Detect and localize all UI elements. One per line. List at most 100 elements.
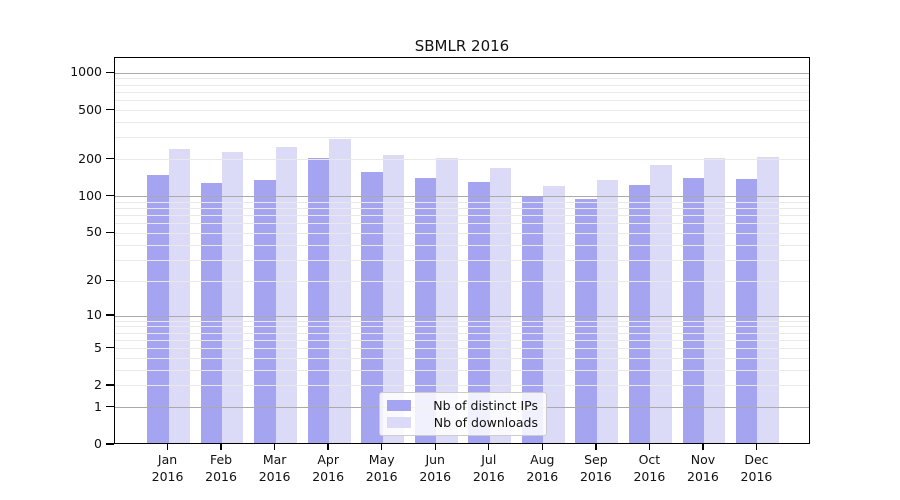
y-tick-label-0: 0 — [94, 436, 102, 451]
y-tick-label-200: 200 — [78, 150, 102, 166]
gridline-20 — [115, 280, 809, 282]
x-tick-label-jan: Jan 2016 — [151, 452, 184, 484]
x-tick-nov — [702, 444, 704, 450]
gridline-70 — [115, 215, 809, 217]
legend: Nb of distinct IPs Nb of downloads — [379, 392, 547, 436]
y-tick-0 — [106, 443, 114, 445]
gridline-200 — [115, 159, 809, 161]
bar-oct-downloads — [650, 165, 672, 443]
y-tick-label-10: 10 — [86, 307, 102, 322]
gridline-300 — [115, 137, 809, 139]
x-tick-label-feb: Feb 2016 — [205, 452, 237, 484]
x-tick-label-may: May 2016 — [365, 452, 398, 484]
legend-label-distinct-ips: Nb of distinct IPs — [433, 397, 538, 413]
legend-item-downloads: Nb of downloads — [387, 415, 538, 430]
plot-area — [114, 57, 810, 444]
x-tick-jul — [488, 444, 490, 450]
bar-jun-downloads — [436, 158, 458, 443]
x-tick-label-aug: Aug 2016 — [526, 452, 559, 484]
y-tick-2 — [106, 384, 114, 386]
x-tick-may — [380, 444, 383, 450]
bar-oct-distinct-ips — [628, 185, 651, 443]
x-tick-label-jul: Jul 2016 — [472, 452, 505, 484]
gridline-9 — [115, 320, 809, 322]
y-tick-200 — [106, 157, 114, 160]
y-tick-1 — [106, 406, 114, 408]
y-tick-label-100: 100 — [78, 187, 102, 203]
x-tick-mar — [273, 444, 276, 450]
gridline-7 — [115, 332, 809, 334]
legend-item-distinct-ips: Nb of distinct IPs — [387, 398, 538, 413]
gridline-8 — [115, 326, 809, 328]
gridline-400 — [115, 122, 809, 124]
bar-jan-distinct-ips — [147, 175, 169, 443]
y-tick-5 — [106, 346, 114, 349]
gridline-600 — [115, 100, 809, 102]
gridline-10 — [115, 315, 809, 317]
x-tick-aug — [541, 444, 543, 450]
bar-nov-distinct-ips — [682, 178, 704, 443]
x-tick-jun — [434, 444, 436, 450]
x-tick-label-dec: Dec 2016 — [740, 452, 773, 484]
x-tick-label-apr: Apr 2016 — [312, 452, 345, 484]
gridline-5 — [115, 348, 809, 350]
bar-jul-distinct-ips — [468, 181, 490, 443]
y-tick-10 — [106, 314, 114, 316]
x-tick-apr — [327, 444, 329, 450]
x-tick-label-oct: Oct 2016 — [633, 452, 666, 484]
y-tick-100 — [106, 195, 114, 197]
bar-aug-distinct-ips — [521, 196, 544, 443]
gridline-800 — [115, 84, 809, 86]
bar-mar-downloads — [275, 146, 298, 443]
bar-nov-downloads — [703, 158, 726, 443]
y-tick-label-500: 500 — [78, 101, 102, 117]
y-tick-label-5: 5 — [94, 339, 102, 355]
gridline-4 — [115, 357, 809, 359]
gridline-40 — [115, 244, 809, 246]
gridline-30 — [115, 259, 809, 261]
y-tick-label-20: 20 — [86, 272, 102, 288]
gridline-700 — [115, 91, 809, 93]
x-tick-sep — [595, 444, 597, 450]
x-tick-jan — [166, 444, 169, 450]
bar-dec-distinct-ips — [736, 179, 758, 443]
x-tick-label-nov: Nov 2016 — [687, 452, 719, 484]
bar-apr-distinct-ips — [307, 157, 330, 443]
legend-label-downloads: Nb of downloads — [433, 415, 538, 431]
x-tick-label-mar: Mar 2016 — [258, 452, 291, 484]
gridline-1000 — [115, 72, 809, 74]
gridline-6 — [115, 339, 809, 341]
gridline-3 — [115, 369, 809, 371]
gridline-500 — [115, 110, 809, 112]
chart-title: SBMLR 2016 — [414, 37, 510, 55]
x-tick-label-sep: Sep 2016 — [579, 452, 612, 484]
bar-may-downloads — [382, 154, 405, 443]
bar-jul-downloads — [489, 168, 512, 443]
bar-sep-downloads — [596, 180, 619, 443]
legend-swatch-downloads — [387, 417, 411, 429]
bar-dec-downloads — [757, 156, 779, 443]
gridline-90 — [115, 201, 809, 203]
gridline-80 — [115, 208, 809, 210]
gridline-900 — [115, 78, 809, 80]
gridline-2 — [115, 385, 809, 387]
bar-jan-downloads — [168, 149, 190, 443]
y-tick-label-1: 1 — [94, 398, 102, 414]
y-tick-50 — [106, 231, 114, 234]
y-tick-500 — [106, 108, 114, 111]
bar-mar-distinct-ips — [254, 179, 276, 443]
x-tick-feb — [220, 444, 222, 450]
x-tick-label-jun: Jun 2016 — [419, 452, 452, 484]
x-tick-dec — [755, 444, 758, 450]
gridline-100 — [115, 196, 809, 198]
bar-jun-distinct-ips — [414, 177, 437, 443]
bar-aug-downloads — [543, 185, 565, 443]
x-tick-oct — [648, 444, 651, 450]
y-tick-1000 — [106, 71, 114, 74]
bar-apr-downloads — [329, 138, 351, 443]
bar-feb-distinct-ips — [200, 183, 223, 443]
bar-may-distinct-ips — [361, 171, 383, 443]
y-tick-label-1000: 1000 — [70, 64, 102, 80]
legend-swatch-distinct-ips — [387, 399, 411, 411]
